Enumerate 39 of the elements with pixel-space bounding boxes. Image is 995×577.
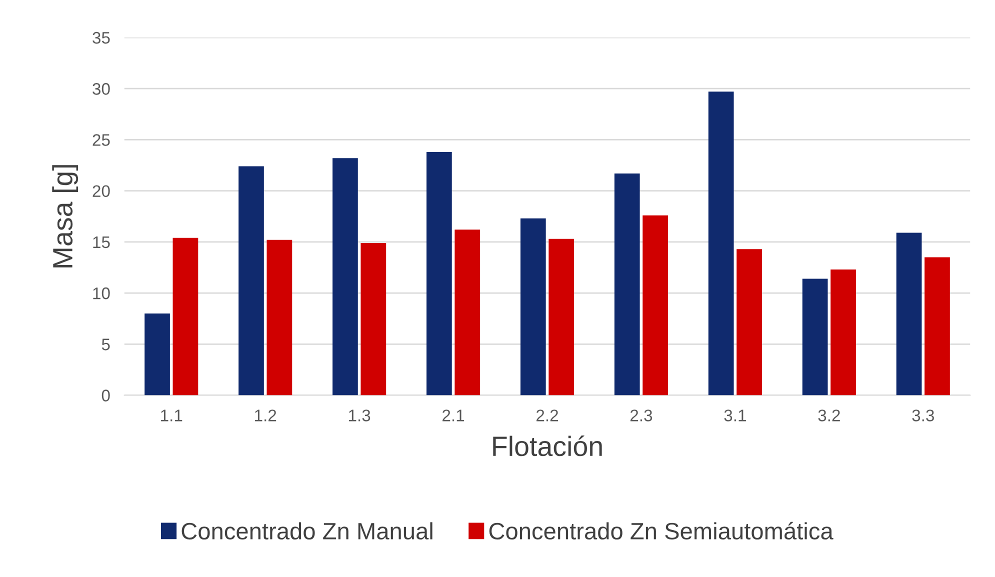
x-tick-label: 2.2 bbox=[536, 410, 558, 422]
bar bbox=[802, 278, 828, 396]
y-tick-label: 10 bbox=[93, 287, 110, 300]
x-tick-label: 3.2 bbox=[818, 410, 840, 422]
bar bbox=[548, 238, 574, 396]
y-tick-label: 15 bbox=[93, 236, 110, 248]
bar bbox=[708, 92, 734, 396]
bar bbox=[896, 232, 922, 396]
bar bbox=[830, 270, 856, 396]
x-tick-label: 3.3 bbox=[912, 410, 934, 422]
bar bbox=[144, 313, 170, 396]
x-tick-label: 1.3 bbox=[348, 410, 370, 422]
legend-label: Concentrado Zn Semiautomática bbox=[489, 522, 834, 540]
y-axis-title: Masa [g] bbox=[52, 165, 78, 268]
bar bbox=[172, 238, 198, 396]
bar bbox=[426, 152, 452, 396]
legend-label: Concentrado Zn Manual bbox=[182, 522, 432, 540]
bar bbox=[614, 173, 640, 396]
x-tick-label: 3.1 bbox=[724, 410, 746, 422]
x-tick-label: 1.1 bbox=[161, 410, 182, 422]
bar bbox=[520, 218, 546, 396]
bar bbox=[642, 215, 668, 396]
x-tick-label: 1.2 bbox=[255, 410, 276, 422]
x-tick-label: 2.3 bbox=[630, 410, 652, 422]
bar bbox=[736, 249, 762, 396]
bar bbox=[332, 158, 358, 396]
bar bbox=[360, 242, 386, 396]
x-tick-label: 2.1 bbox=[442, 410, 464, 422]
y-tick-label: 5 bbox=[102, 338, 110, 350]
x-axis-title: Flotación bbox=[493, 435, 602, 456]
y-tick-label: 20 bbox=[92, 185, 110, 198]
y-tick-label: 35 bbox=[92, 32, 110, 44]
y-tick-label: 25 bbox=[92, 134, 110, 146]
y-tick-label: 30 bbox=[92, 83, 110, 95]
bar bbox=[454, 230, 480, 396]
bar bbox=[266, 240, 292, 396]
bar bbox=[924, 257, 950, 396]
y-tick-label: 0 bbox=[102, 390, 110, 402]
bar bbox=[238, 166, 264, 396]
